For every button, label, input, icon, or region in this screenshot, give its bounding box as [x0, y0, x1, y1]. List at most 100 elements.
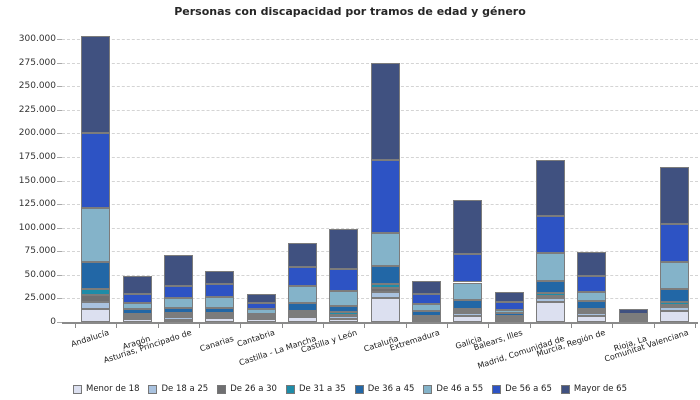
bar-8[interactable]	[411, 0, 441, 322]
bar-6[interactable]	[329, 0, 359, 322]
bar-segment[interactable]	[205, 271, 235, 284]
bar-11[interactable]	[535, 0, 565, 322]
legend-item[interactable]: Menor de 18	[72, 384, 139, 394]
bar-segment[interactable]	[163, 297, 193, 308]
bar-segment[interactable]	[659, 261, 689, 290]
bar-segment[interactable]	[370, 63, 400, 160]
bar-segment[interactable]	[494, 315, 524, 318]
bar-segment[interactable]	[659, 304, 689, 307]
bar-segment[interactable]	[163, 307, 193, 313]
bar-segment[interactable]	[577, 252, 607, 276]
bar-segment[interactable]	[411, 311, 441, 316]
legend-item[interactable]: De 36 a 45	[354, 384, 414, 394]
bar-segment[interactable]	[163, 286, 193, 298]
bar-segment[interactable]	[494, 320, 524, 322]
bar-segment[interactable]	[246, 294, 276, 303]
bar-0[interactable]	[81, 0, 111, 322]
legend-item[interactable]: De 18 a 25	[148, 384, 208, 394]
bar-segment[interactable]	[577, 300, 607, 309]
bar-segment[interactable]	[81, 207, 111, 262]
bar-segment[interactable]	[370, 298, 400, 322]
bar-segment[interactable]	[453, 311, 483, 314]
bar-segment[interactable]	[329, 269, 359, 291]
bar-segment[interactable]	[329, 228, 359, 270]
bar-segment[interactable]	[122, 308, 152, 314]
legend-item[interactable]: Mayor de 65	[560, 384, 627, 394]
bar-segment[interactable]	[329, 290, 359, 307]
bar-segment[interactable]	[246, 302, 276, 310]
bar-segment[interactable]	[535, 280, 565, 294]
bar-segment[interactable]	[287, 242, 317, 268]
bar-segment[interactable]	[370, 233, 400, 266]
bar-segment[interactable]	[205, 315, 235, 319]
bar-segment[interactable]	[370, 159, 400, 234]
bar-segment[interactable]	[287, 310, 317, 314]
bar-segment[interactable]	[122, 316, 152, 319]
bar-segment[interactable]	[494, 291, 524, 303]
bar-segment[interactable]	[122, 275, 152, 294]
bar-segment[interactable]	[246, 317, 276, 320]
bar-segment[interactable]	[659, 302, 689, 305]
bar-segment[interactable]	[163, 319, 193, 322]
bar-segment[interactable]	[370, 292, 400, 299]
bar-9[interactable]	[453, 0, 483, 322]
bar-segment[interactable]	[453, 309, 483, 312]
bar-segment[interactable]	[453, 200, 483, 254]
bar-segment[interactable]	[453, 300, 483, 310]
bar-7[interactable]	[370, 0, 400, 322]
bar-segment[interactable]	[659, 289, 689, 303]
bar-segment[interactable]	[577, 312, 607, 316]
bar-segment[interactable]	[81, 133, 111, 208]
bar-segment[interactable]	[246, 309, 276, 314]
bar-segment[interactable]	[329, 316, 359, 319]
bar-segment[interactable]	[205, 313, 235, 316]
bar-segment[interactable]	[81, 35, 111, 134]
bar-5[interactable]	[287, 0, 317, 322]
bar-segment[interactable]	[329, 312, 359, 315]
bar-segment[interactable]	[287, 303, 317, 311]
bar-segment[interactable]	[577, 310, 607, 313]
bar-3[interactable]	[205, 0, 235, 322]
bar-segment[interactable]	[163, 312, 193, 316]
bar-segment[interactable]	[205, 307, 235, 313]
bar-segment[interactable]	[494, 302, 524, 311]
bar-1[interactable]	[122, 0, 152, 322]
bar-segment[interactable]	[577, 315, 607, 322]
bar-segment[interactable]	[618, 308, 648, 314]
legend-item[interactable]: De 26 a 30	[217, 384, 277, 394]
bar-segment[interactable]	[453, 253, 483, 283]
bar-segment[interactable]	[411, 280, 441, 295]
bar-segment[interactable]	[535, 295, 565, 299]
bar-segment[interactable]	[494, 313, 524, 317]
bar-segment[interactable]	[370, 288, 400, 293]
bar-segment[interactable]	[618, 315, 648, 318]
bar-segment[interactable]	[453, 282, 483, 301]
bar-segment[interactable]	[577, 275, 607, 293]
bar-segment[interactable]	[287, 267, 317, 286]
bar-segment[interactable]	[659, 311, 689, 322]
bar-segment[interactable]	[81, 288, 111, 296]
bar-segment[interactable]	[163, 255, 193, 287]
bar-segment[interactable]	[205, 297, 235, 308]
bar-segment[interactable]	[453, 316, 483, 322]
bar-segment[interactable]	[494, 310, 524, 314]
bar-segment[interactable]	[535, 253, 565, 281]
bar-segment[interactable]	[535, 216, 565, 254]
bar-segment[interactable]	[287, 314, 317, 317]
bar-4[interactable]	[246, 0, 276, 322]
bar-segment[interactable]	[411, 319, 441, 322]
bar-segment[interactable]	[370, 284, 400, 289]
bar-segment[interactable]	[329, 306, 359, 313]
bar-segment[interactable]	[163, 315, 193, 318]
bar-segment[interactable]	[122, 303, 152, 309]
bar-segment[interactable]	[287, 312, 317, 315]
bar-segment[interactable]	[81, 295, 111, 302]
bar-segment[interactable]	[411, 294, 441, 305]
legend-item[interactable]: De 31 a 35	[285, 384, 346, 394]
bar-segment[interactable]	[659, 306, 689, 312]
bar-segment[interactable]	[122, 318, 152, 322]
legend-item[interactable]: De 56 a 65	[492, 384, 552, 394]
bar-segment[interactable]	[535, 160, 565, 217]
bar-segment[interactable]	[329, 318, 359, 322]
bar-segment[interactable]	[81, 309, 111, 322]
